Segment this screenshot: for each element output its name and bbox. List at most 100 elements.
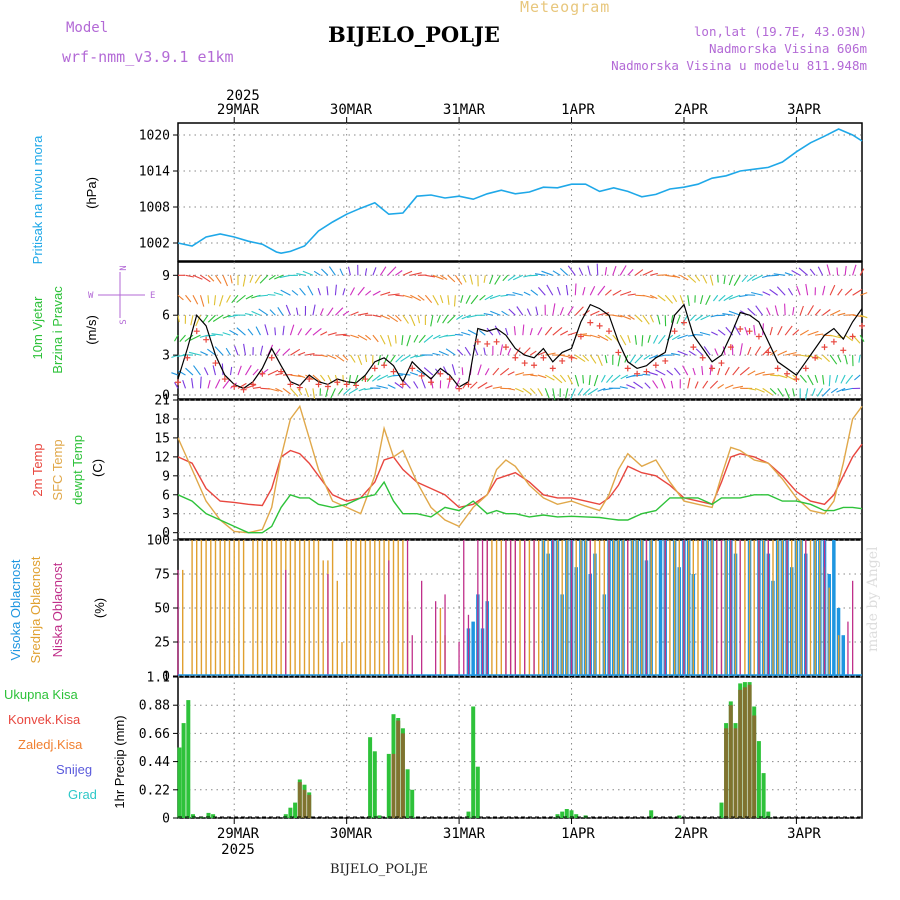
wind-gust-mark	[390, 368, 397, 375]
wind-arrow	[305, 327, 312, 336]
wind-arrow	[259, 345, 264, 356]
wind-arrow	[627, 293, 636, 296]
wind-arrow	[307, 285, 314, 296]
wind-arrow	[237, 382, 247, 389]
wind-arrow	[777, 350, 788, 356]
total-rain-bar	[293, 802, 298, 818]
wind-arrow	[657, 315, 661, 325]
wind-arrow	[394, 335, 397, 344]
wind-arrow	[203, 367, 209, 376]
wind-arrow	[505, 327, 509, 336]
low-cloud-bar	[524, 540, 526, 676]
mid-cloud-bar	[374, 540, 376, 676]
legend-hail: Grad	[68, 787, 97, 802]
wind-arrow	[215, 274, 222, 284]
wind-arrow	[556, 286, 561, 296]
wind-arrow	[485, 385, 493, 389]
mid-cloud-bar	[809, 540, 812, 676]
wind-arrow	[342, 354, 349, 361]
wind-arrow	[191, 378, 194, 389]
wind-arrow	[199, 295, 205, 307]
wind-arrow	[815, 333, 824, 336]
low-cloud-bar	[177, 569, 179, 676]
mid-cloud-bar	[294, 540, 296, 676]
wind-arrow	[254, 274, 261, 284]
wind-arrow	[268, 274, 276, 281]
wind-arrow	[703, 346, 711, 356]
wind-gust-mark	[465, 381, 472, 388]
mid-cloud-bar	[692, 540, 694, 676]
wind-arrow	[508, 308, 516, 316]
wind-arrow	[792, 307, 795, 316]
wind-arrow	[560, 330, 569, 336]
wind-arrow	[193, 365, 201, 376]
wind-arrow	[439, 295, 444, 304]
total-rain-bar	[377, 815, 382, 818]
mid-cloud-bar	[561, 540, 563, 676]
wind-gust-mark	[249, 381, 256, 388]
wind-gust-mark	[699, 354, 706, 361]
wind-arrow	[747, 346, 752, 356]
wind-arrow	[402, 294, 413, 299]
wind-arrow	[424, 294, 433, 304]
wind-arrow	[486, 327, 494, 336]
wind-arrow	[836, 387, 846, 393]
wind-arrow	[416, 369, 426, 376]
wind-arrow	[522, 347, 531, 356]
wind-arrow	[522, 387, 532, 395]
mid-cloud-bar	[837, 635, 840, 676]
wind-gust-mark	[812, 354, 819, 361]
wind-gust-mark	[784, 370, 791, 377]
wind-arrow	[859, 268, 865, 276]
wind-label: 10m Vjetar	[30, 296, 45, 360]
wind-arrow	[612, 265, 617, 276]
mid-cloud-bar	[678, 540, 680, 676]
compass-e: E	[150, 291, 155, 301]
legend-total-rain: Ukupna Kisa	[4, 687, 78, 702]
wind-arrow	[492, 386, 502, 389]
wind-arrow	[392, 374, 403, 377]
wind-arrow	[717, 368, 721, 376]
low-cloud-bar	[285, 569, 287, 676]
dewpoint-line	[177, 480, 863, 534]
bottom-day-label: 30MAR	[330, 826, 373, 842]
station-title: BIJELO_POLJE	[328, 22, 500, 47]
mid-cloud-bar	[495, 540, 498, 676]
wind-arrow	[290, 387, 299, 397]
wind-gust-mark	[690, 344, 697, 351]
low-cloud-bar	[739, 540, 741, 676]
wind-arrow	[402, 379, 411, 389]
wind-arrow	[499, 344, 504, 356]
wind-arrow	[687, 377, 691, 389]
wind-gust-mark	[193, 328, 200, 335]
wind-arrow	[366, 374, 374, 382]
mid-cloud-bar	[556, 540, 559, 676]
low-cloud-bar	[664, 540, 666, 676]
wind-arrow	[334, 284, 337, 296]
wind-arrow	[596, 263, 599, 276]
wind-ytick-label: 9	[162, 269, 170, 284]
mid-cloud-bar	[214, 540, 217, 676]
top-day-label: 29MAR	[217, 102, 260, 118]
wind-arrow	[289, 324, 295, 336]
wind-arrow	[534, 273, 546, 276]
wind-arrow	[574, 283, 577, 296]
wind-arrow	[565, 285, 569, 296]
wind-arrow	[460, 295, 464, 303]
mid-cloud-bar	[542, 540, 545, 676]
wind-arrow	[633, 381, 644, 389]
wind-arrow	[627, 314, 635, 320]
wind-arrow	[516, 306, 524, 316]
wind-arrow	[844, 354, 848, 365]
pressure-unit: (hPa)	[84, 177, 99, 209]
wind-arrow	[785, 351, 797, 356]
wind-arrow	[451, 364, 456, 376]
wind-arrow	[567, 306, 574, 316]
wind-arrow	[679, 295, 684, 305]
wind-arrow	[371, 374, 381, 382]
wind-arrow	[387, 314, 399, 323]
compass-s: S	[119, 319, 129, 324]
wind-gust-mark	[175, 379, 181, 386]
wind-arrow	[174, 382, 179, 389]
t2m-line	[177, 443, 863, 509]
